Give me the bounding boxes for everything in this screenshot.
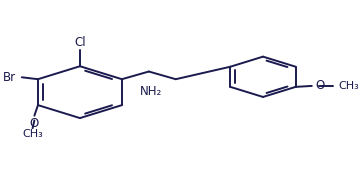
Text: CH₃: CH₃	[339, 81, 360, 91]
Text: Br: Br	[3, 71, 16, 84]
Text: O: O	[315, 79, 325, 92]
Text: O: O	[30, 117, 39, 130]
Text: Cl: Cl	[74, 36, 86, 49]
Text: CH₃: CH₃	[22, 129, 43, 139]
Text: NH₂: NH₂	[139, 85, 162, 98]
